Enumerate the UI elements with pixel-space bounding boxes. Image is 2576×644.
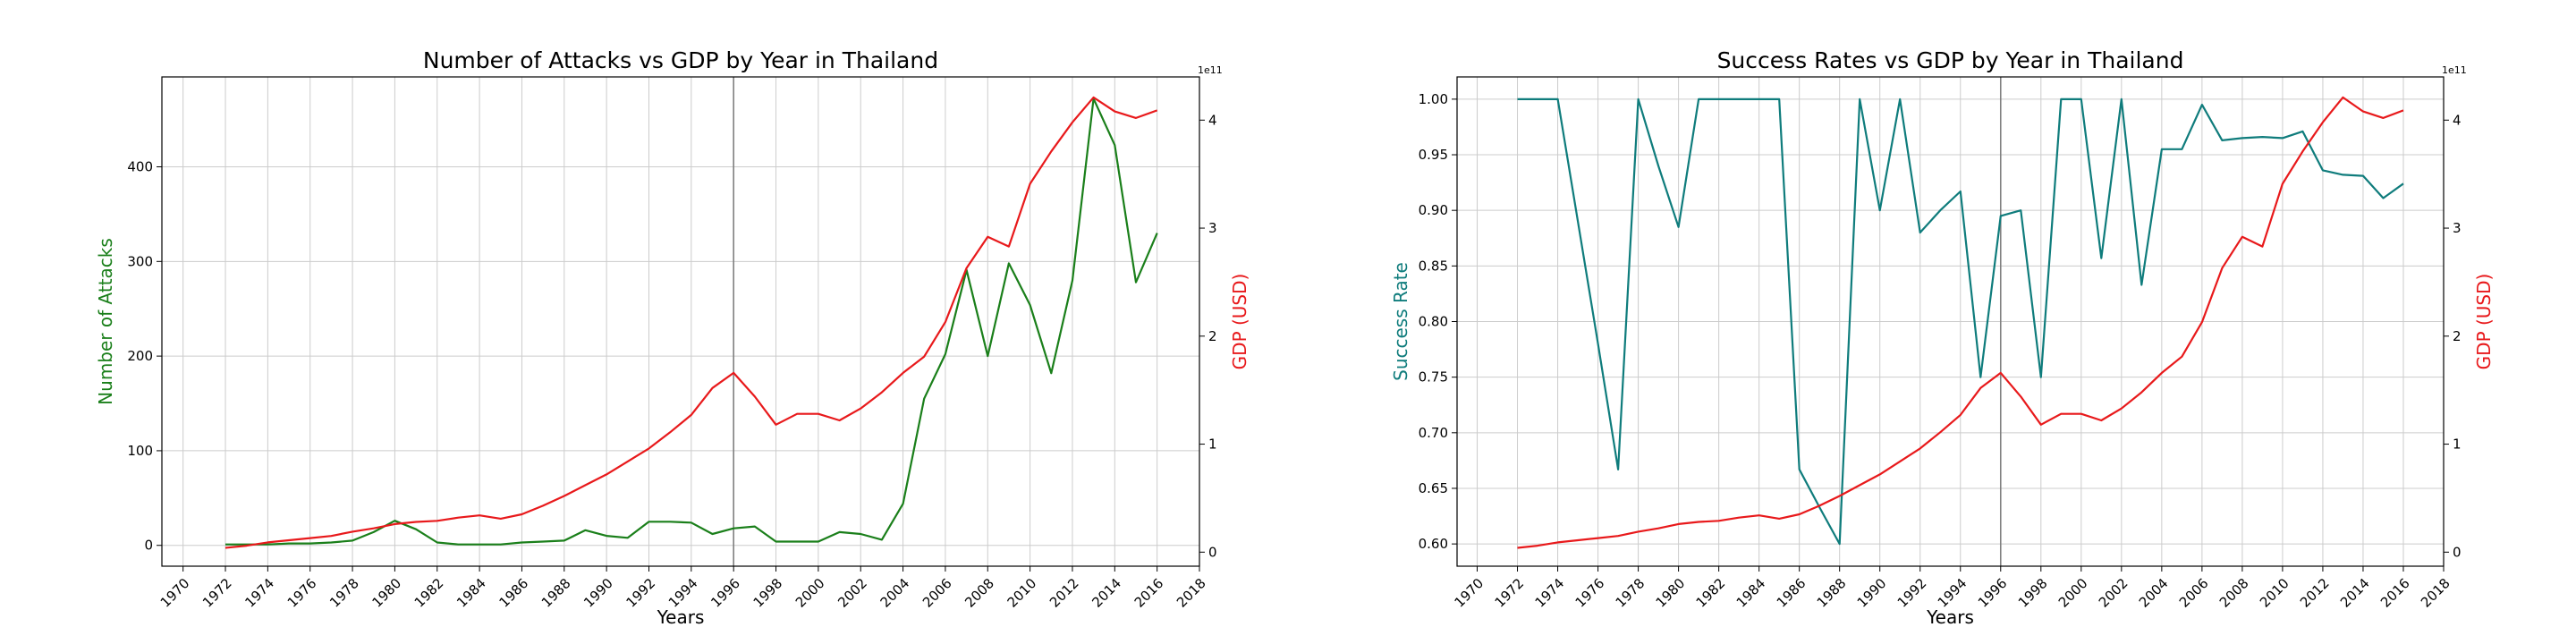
y-tick-label: 0.85	[1419, 258, 1448, 274]
y-tick-label: 1.00	[1419, 91, 1448, 107]
y2-tick-label: 4	[2453, 112, 2462, 128]
axes-frame	[161, 76, 1200, 567]
chart-title: Success Rates vs GDP by Year in Thailand	[1717, 47, 2184, 73]
y-tick-label: 0.65	[1419, 480, 1448, 496]
y2-tick-label: 2	[2453, 328, 2462, 344]
gdp-series-line	[225, 96, 1158, 549]
y-tick-label: 0.90	[1419, 202, 1448, 218]
y-tick-label: 0.60	[1419, 536, 1448, 552]
gdp-series-line	[1517, 96, 2404, 549]
y2-tick-label: 2	[1208, 328, 1217, 344]
primary-series-line	[225, 97, 1158, 546]
y-axis-label: Success Rate	[1390, 262, 1411, 381]
y2-tick-label: 1	[2453, 436, 2462, 453]
primary-series-line	[1517, 97, 2404, 546]
y2-offset-text: 1e11	[2442, 64, 2467, 76]
y2-tick-label: 3	[2453, 220, 2462, 236]
y2-tick-label: 1	[1208, 436, 1217, 453]
y-tick-label: 400	[127, 159, 153, 175]
y2-axis-label: GDP (USD)	[1229, 274, 1250, 370]
y-axis-label: Number of Attacks	[95, 238, 116, 405]
y2-tick-label: 4	[1208, 112, 1217, 128]
x-axis-label: Years	[657, 606, 705, 628]
y-tick-label: 200	[127, 348, 153, 364]
y2-tick-label: 0	[1208, 544, 1217, 560]
y-tick-label: 0.80	[1419, 314, 1448, 330]
y2-tick-label: 0	[2453, 544, 2462, 560]
x-axis-label: Years	[1926, 606, 1974, 628]
axes-frame	[1456, 76, 2445, 567]
chart-title: Number of Attacks vs GDP by Year in Thai…	[423, 47, 938, 73]
y-tick-label: 300	[127, 253, 153, 269]
y-tick-label: 100	[127, 443, 153, 459]
y2-tick-label: 3	[1208, 220, 1217, 236]
y-tick-label: 0.75	[1419, 369, 1448, 386]
y-tick-label: 0.95	[1419, 147, 1448, 163]
y-tick-label: 0.70	[1419, 425, 1448, 441]
y2-axis-label: GDP (USD)	[2473, 274, 2495, 370]
y2-offset-text: 1e11	[1198, 64, 1223, 76]
y-tick-label: 0	[144, 538, 153, 554]
